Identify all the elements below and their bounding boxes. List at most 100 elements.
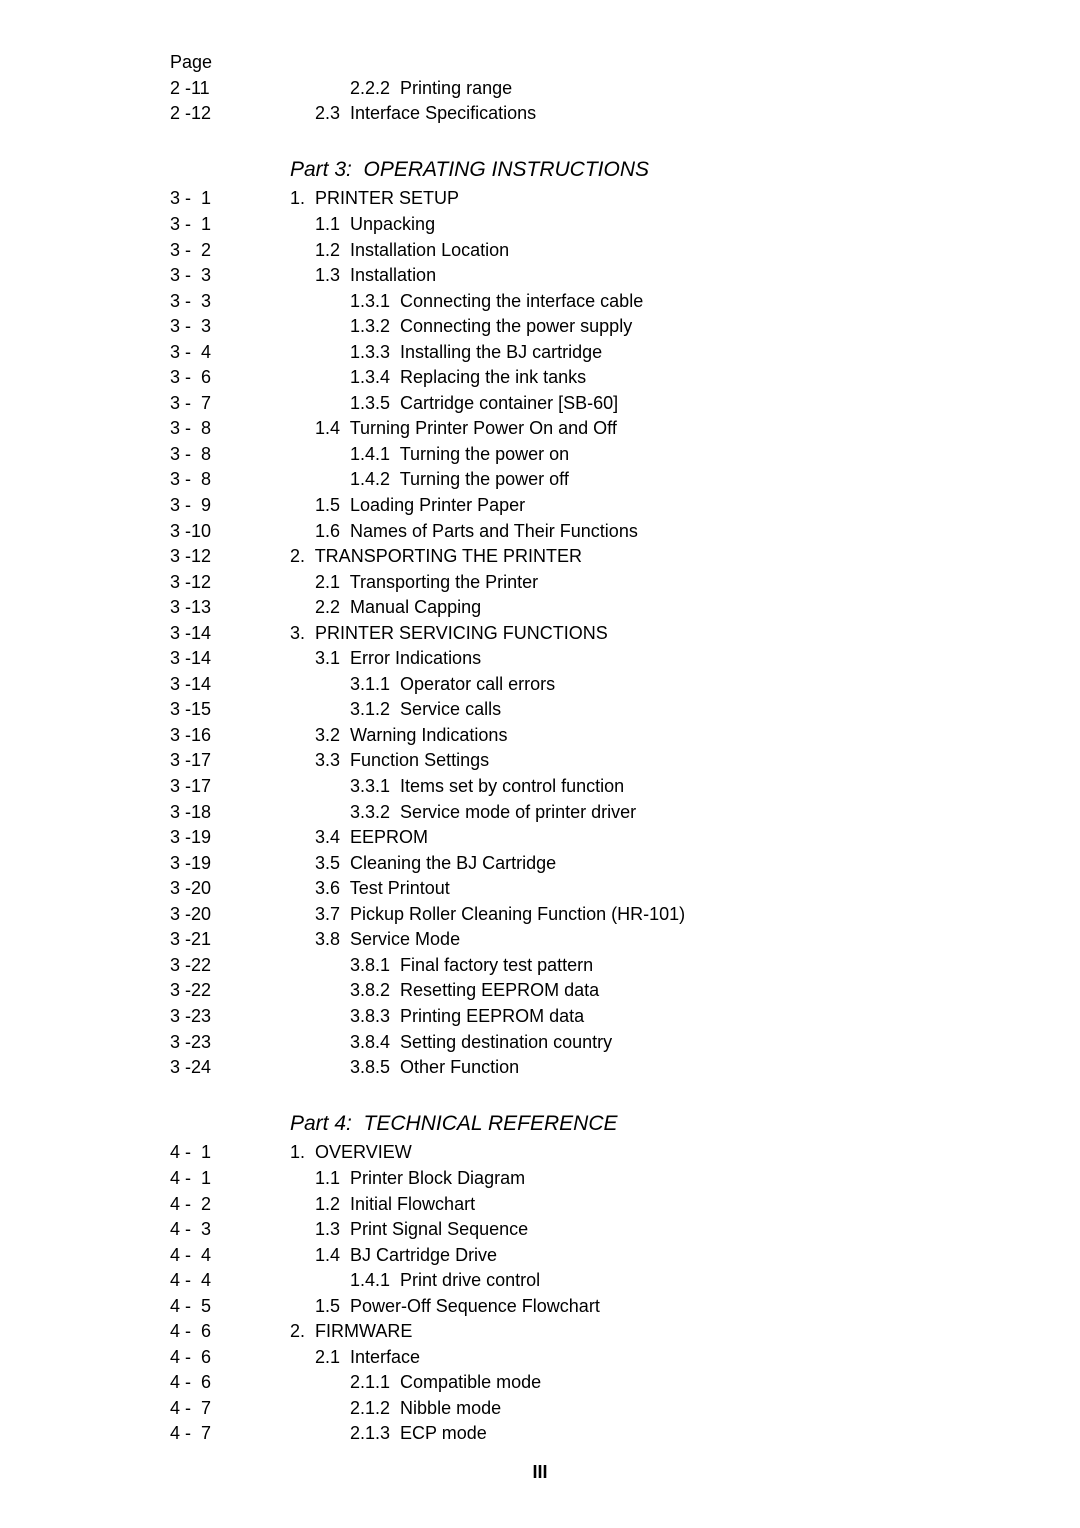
toc-page-ref: 4 - 2 [170, 1192, 290, 1218]
toc-entry-text: 3.1.2 Service calls [290, 697, 1080, 723]
toc-page-ref: 3 -16 [170, 723, 290, 749]
toc-entry-text: 1.3.4 Replacing the ink tanks [290, 365, 1080, 391]
toc-page-ref: 3 - 7 [170, 391, 290, 417]
toc-row: 2 -11 2.2.2 Printing range [170, 76, 1080, 102]
toc-entry-text: 3.5 Cleaning the BJ Cartridge [290, 851, 1080, 877]
toc-row: 4 - 6 2.1.1 Compatible mode [170, 1370, 1080, 1396]
toc-entry-text: 2.1.1 Compatible mode [290, 1370, 1080, 1396]
toc-row: 3 - 3 1.3.2 Connecting the power supply [170, 314, 1080, 340]
toc-row: 3 - 9 1.5 Loading Printer Paper [170, 493, 1080, 519]
toc-entry-text: 1.4.1 Turning the power on [290, 442, 1080, 468]
toc-page-ref: 4 - 7 [170, 1421, 290, 1447]
toc-page-ref: 3 -17 [170, 774, 290, 800]
toc-entry-text: 2. FIRMWARE [290, 1319, 1080, 1345]
toc-row: 3 -23 3.8.3 Printing EEPROM data [170, 1004, 1080, 1030]
toc-entry-text: 3.3 Function Settings [290, 748, 1080, 774]
toc-page-ref: 3 - 8 [170, 467, 290, 493]
toc-row: 4 - 2 1.2 Initial Flowchart [170, 1192, 1080, 1218]
toc-row: 3 -14 3.1.1 Operator call errors [170, 672, 1080, 698]
toc-row: 4 - 4 1.4.1 Print drive control [170, 1268, 1080, 1294]
toc-page-ref: 2 -11 [170, 76, 290, 102]
toc-entry-text: 2. TRANSPORTING THE PRINTER [290, 544, 1080, 570]
toc-row: 3 - 3 1.3.1 Connecting the interface cab… [170, 289, 1080, 315]
toc-page-ref: 3 -22 [170, 953, 290, 979]
toc-page-ref: 4 - 6 [170, 1319, 290, 1345]
toc-page-ref: 4 - 1 [170, 1166, 290, 1192]
toc-entry-text: 1.3 Print Signal Sequence [290, 1217, 1080, 1243]
toc-row: 3 - 6 1.3.4 Replacing the ink tanks [170, 365, 1080, 391]
toc-row: 4 - 3 1.3 Print Signal Sequence [170, 1217, 1080, 1243]
toc-entry-text: 1.4.2 Turning the power off [290, 467, 1080, 493]
toc-page-ref: 3 -14 [170, 672, 290, 698]
toc-entry-text: 1.2 Installation Location [290, 238, 1080, 264]
toc-entry-text: 3.8.1 Final factory test pattern [290, 953, 1080, 979]
toc-page-ref: 3 - 8 [170, 442, 290, 468]
toc-row: 3 - 8 1.4.1 Turning the power on [170, 442, 1080, 468]
toc-row: 3 -17 3.3.1 Items set by control functio… [170, 774, 1080, 800]
toc-entry-text: 3.2 Warning Indications [290, 723, 1080, 749]
toc-row: 4 - 1 1.1 Printer Block Diagram [170, 1166, 1080, 1192]
part3-section: 3 - 11. PRINTER SETUP3 - 1 1.1 Unpacking… [170, 186, 1080, 1080]
toc-page-ref: 3 -23 [170, 1004, 290, 1030]
toc-entry-text: 1.6 Names of Parts and Their Functions [290, 519, 1080, 545]
toc-page-ref: 3 - 1 [170, 186, 290, 212]
toc-entry-text: 2.1.2 Nibble mode [290, 1396, 1080, 1422]
toc-page-ref: 3 -18 [170, 800, 290, 826]
toc-row: 3 -20 3.6 Test Printout [170, 876, 1080, 902]
toc-page-ref: 3 -19 [170, 851, 290, 877]
toc-page-ref: 4 - 6 [170, 1345, 290, 1371]
toc-row: 3 -17 3.3 Function Settings [170, 748, 1080, 774]
toc-entry-text: 2.1 Interface [290, 1345, 1080, 1371]
toc-page-ref: 3 -12 [170, 570, 290, 596]
toc-page-ref: 4 - 6 [170, 1370, 290, 1396]
toc-row: 3 -143. PRINTER SERVICING FUNCTIONS [170, 621, 1080, 647]
toc-row: 3 - 2 1.2 Installation Location [170, 238, 1080, 264]
toc-page-ref: 3 - 2 [170, 238, 290, 264]
toc-row: 3 - 3 1.3 Installation [170, 263, 1080, 289]
toc-row: 3 -13 2.2 Manual Capping [170, 595, 1080, 621]
toc-row: 3 -21 3.8 Service Mode [170, 927, 1080, 953]
toc-page-ref: 4 - 4 [170, 1243, 290, 1269]
toc-entry-text: 3.8.4 Setting destination country [290, 1030, 1080, 1056]
part3-title: Part 3: OPERATING INSTRUCTIONS [290, 155, 1080, 185]
toc-page-ref: 3 - 8 [170, 416, 290, 442]
toc-entry-text: 3.1 Error Indications [290, 646, 1080, 672]
toc-entry-text: 3.6 Test Printout [290, 876, 1080, 902]
toc-page-ref: 4 - 5 [170, 1294, 290, 1320]
toc-row: 2 -12 2.3 Interface Specifications [170, 101, 1080, 127]
toc-row: 3 -23 3.8.4 Setting destination country [170, 1030, 1080, 1056]
toc-entry-text: 1.3.5 Cartridge container [SB-60] [290, 391, 1080, 417]
toc-page-ref: 4 - 3 [170, 1217, 290, 1243]
toc-entry-text: 3. PRINTER SERVICING FUNCTIONS [290, 621, 1080, 647]
toc-entry-text: 1.3.1 Connecting the interface cable [290, 289, 1080, 315]
toc-row: 3 -22 3.8.2 Resetting EEPROM data [170, 978, 1080, 1004]
toc-row: 3 - 7 1.3.5 Cartridge container [SB-60] [170, 391, 1080, 417]
toc-page-ref: 3 - 3 [170, 263, 290, 289]
toc-entry-text: 2.1.3 ECP mode [290, 1421, 1080, 1447]
part4-section: 4 - 11. OVERVIEW4 - 1 1.1 Printer Block … [170, 1140, 1080, 1447]
toc-row: 3 -12 2.1 Transporting the Printer [170, 570, 1080, 596]
toc-entry-text: 1.4.1 Print drive control [290, 1268, 1080, 1294]
toc-entry-text: 1.4 BJ Cartridge Drive [290, 1243, 1080, 1269]
toc-entry-text: 2.3 Interface Specifications [290, 101, 1080, 127]
toc-entry-text: 3.8 Service Mode [290, 927, 1080, 953]
toc-page-ref: 4 - 7 [170, 1396, 290, 1422]
toc-row: 3 -15 3.1.2 Service calls [170, 697, 1080, 723]
toc-page-ref: 2 -12 [170, 101, 290, 127]
toc-page-ref: 3 -10 [170, 519, 290, 545]
toc-entry-text: 2.2.2 Printing range [290, 76, 1080, 102]
part4-title: Part 4: TECHNICAL REFERENCE [290, 1109, 1080, 1139]
part4-title-row: Part 4: TECHNICAL REFERENCE [170, 1095, 1080, 1141]
toc-entry-text: 1.2 Initial Flowchart [290, 1192, 1080, 1218]
toc-entry-text: 1.1 Unpacking [290, 212, 1080, 238]
toc-row: 3 -19 3.5 Cleaning the BJ Cartridge [170, 851, 1080, 877]
toc-page-ref: 3 -12 [170, 544, 290, 570]
toc-row: 3 -16 3.2 Warning Indications [170, 723, 1080, 749]
toc-row: 4 - 7 2.1.2 Nibble mode [170, 1396, 1080, 1422]
toc-row: 3 - 11. PRINTER SETUP [170, 186, 1080, 212]
toc-row: 3 -18 3.3.2 Service mode of printer driv… [170, 800, 1080, 826]
toc-content: Page 2 -11 2.2.2 Printing range2 -12 2.3… [0, 50, 1080, 1447]
toc-page-ref: 3 -17 [170, 748, 290, 774]
toc-row: 3 - 8 1.4 Turning Printer Power On and O… [170, 416, 1080, 442]
toc-entry-text: 3.8.3 Printing EEPROM data [290, 1004, 1080, 1030]
